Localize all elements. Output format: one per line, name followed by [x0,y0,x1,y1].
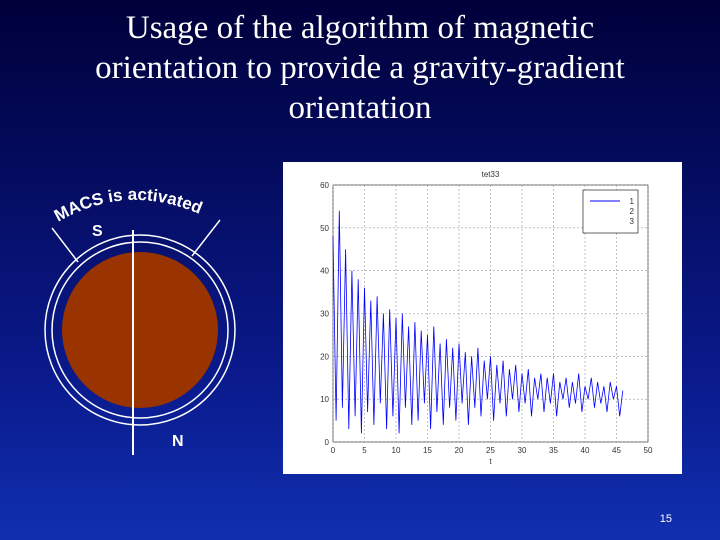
x-tick-label: 30 [518,446,527,455]
y-tick-label: 50 [320,224,329,233]
north-label: N [172,433,184,450]
pointer [51,227,79,263]
legend-label: 3 [630,217,635,226]
legend-box [582,189,639,234]
pointer [191,219,221,257]
outer-ring [44,234,236,426]
y-tick-label: 20 [320,352,329,361]
south-label: S [92,223,103,240]
x-tick-label: 45 [612,446,621,455]
data-line [332,210,624,434]
chart-title: tet33 [482,170,500,179]
x-tick-label: 35 [549,446,558,455]
y-tick-label: 60 [320,181,329,190]
x-axis-label: t [489,457,492,466]
legend-label: 1 [630,197,635,206]
y-tick-label: 40 [320,267,329,276]
x-tick-label: 25 [486,446,495,455]
page-number: 15 [660,513,672,525]
legend-label: 2 [630,207,635,216]
x-tick-label: 5 [362,446,367,455]
y-tick-label: 10 [320,395,329,404]
y-tick-label: 0 [325,438,330,447]
slide-title: Usage of the algorithm of magnetic orient… [95,10,625,126]
y-tick-label: 30 [320,310,329,319]
x-tick-label: 15 [423,446,432,455]
caption: MACS is activated [51,185,205,225]
x-tick-label: 0 [331,446,336,455]
inner-ring [51,241,229,419]
planet [62,252,218,408]
caption-text: MACS is activated [51,185,205,225]
x-tick-label: 10 [392,446,401,455]
x-tick-label: 50 [644,446,653,455]
x-tick-label: 20 [455,446,464,455]
x-tick-label: 40 [581,446,590,455]
